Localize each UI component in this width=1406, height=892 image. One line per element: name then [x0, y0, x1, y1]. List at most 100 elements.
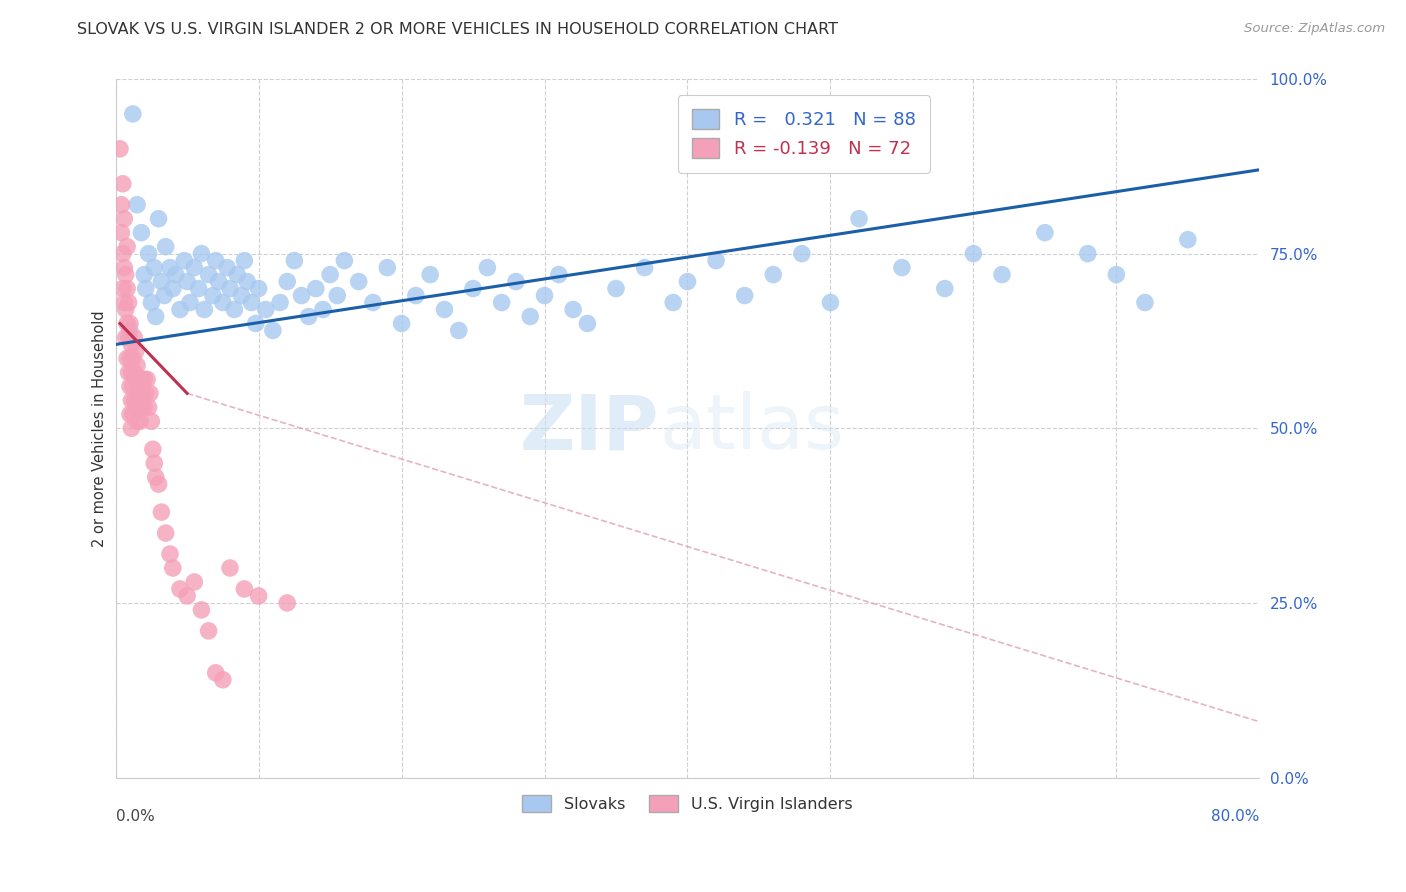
- Point: [391, 317, 413, 331]
- Point: [117, 295, 139, 310]
- Point: [1077, 246, 1099, 260]
- Point: [605, 281, 627, 295]
- Point: [219, 561, 242, 575]
- Point: [145, 310, 167, 324]
- Point: [312, 302, 335, 317]
- Point: [790, 246, 813, 260]
- Point: [117, 365, 139, 379]
- Point: [159, 547, 181, 561]
- Point: [131, 401, 153, 415]
- Point: [122, 393, 145, 408]
- Point: [231, 288, 253, 302]
- Point: [240, 295, 263, 310]
- Point: [115, 351, 138, 366]
- Point: [283, 253, 305, 268]
- Point: [150, 505, 173, 519]
- Point: [112, 295, 135, 310]
- Point: [127, 359, 149, 373]
- Point: [491, 295, 513, 310]
- Point: [447, 323, 470, 337]
- Point: [190, 603, 212, 617]
- Point: [135, 386, 157, 401]
- Point: [143, 260, 166, 275]
- Point: [162, 561, 184, 575]
- Point: [319, 268, 342, 282]
- Point: [114, 330, 136, 344]
- Point: [124, 401, 146, 415]
- Point: [333, 253, 356, 268]
- Point: [139, 386, 162, 401]
- Point: [121, 107, 143, 121]
- Point: [121, 351, 143, 366]
- Point: [145, 470, 167, 484]
- Point: [633, 260, 655, 275]
- Point: [112, 211, 135, 226]
- Point: [132, 386, 155, 401]
- Point: [136, 372, 159, 386]
- Point: [197, 268, 219, 282]
- Point: [150, 275, 173, 289]
- Y-axis label: 2 or more Vehicles in Household: 2 or more Vehicles in Household: [93, 310, 107, 547]
- Point: [276, 275, 298, 289]
- Point: [124, 344, 146, 359]
- Point: [112, 260, 135, 275]
- Point: [204, 665, 226, 680]
- Point: [138, 401, 160, 415]
- Point: [1105, 268, 1128, 282]
- Text: 80.0%: 80.0%: [1211, 809, 1260, 824]
- Point: [183, 574, 205, 589]
- Point: [127, 198, 149, 212]
- Point: [361, 295, 384, 310]
- Point: [121, 407, 143, 421]
- Point: [155, 240, 177, 254]
- Point: [934, 281, 956, 295]
- Point: [848, 211, 870, 226]
- Point: [117, 330, 139, 344]
- Point: [176, 275, 198, 289]
- Point: [762, 268, 785, 282]
- Point: [108, 142, 131, 156]
- Point: [148, 477, 170, 491]
- Point: [122, 330, 145, 344]
- Point: [128, 372, 150, 386]
- Point: [820, 295, 842, 310]
- Point: [276, 596, 298, 610]
- Point: [131, 372, 153, 386]
- Point: [347, 275, 370, 289]
- Text: SLOVAK VS U.S. VIRGIN ISLANDER 2 OR MORE VEHICLES IN HOUSEHOLD CORRELATION CHART: SLOVAK VS U.S. VIRGIN ISLANDER 2 OR MORE…: [77, 22, 838, 37]
- Point: [219, 281, 242, 295]
- Point: [890, 260, 912, 275]
- Point: [305, 281, 328, 295]
- Point: [118, 351, 141, 366]
- Point: [236, 275, 259, 289]
- Point: [1033, 226, 1056, 240]
- Point: [662, 295, 685, 310]
- Text: 0.0%: 0.0%: [115, 809, 155, 824]
- Point: [290, 288, 312, 302]
- Text: Source: ZipAtlas.com: Source: ZipAtlas.com: [1244, 22, 1385, 36]
- Point: [533, 288, 555, 302]
- Point: [143, 456, 166, 470]
- Point: [204, 253, 226, 268]
- Point: [201, 288, 224, 302]
- Point: [433, 302, 456, 317]
- Point: [111, 281, 134, 295]
- Point: [676, 275, 699, 289]
- Point: [141, 295, 163, 310]
- Point: [148, 211, 170, 226]
- Point: [245, 317, 267, 331]
- Point: [405, 288, 427, 302]
- Point: [193, 302, 215, 317]
- Point: [212, 295, 235, 310]
- Point: [298, 310, 321, 324]
- Text: ZIP: ZIP: [519, 392, 659, 466]
- Point: [142, 442, 165, 457]
- Point: [110, 198, 132, 212]
- Point: [269, 295, 291, 310]
- Point: [134, 372, 156, 386]
- Point: [704, 253, 727, 268]
- Point: [118, 379, 141, 393]
- Point: [1177, 233, 1199, 247]
- Point: [111, 246, 134, 260]
- Point: [120, 421, 142, 435]
